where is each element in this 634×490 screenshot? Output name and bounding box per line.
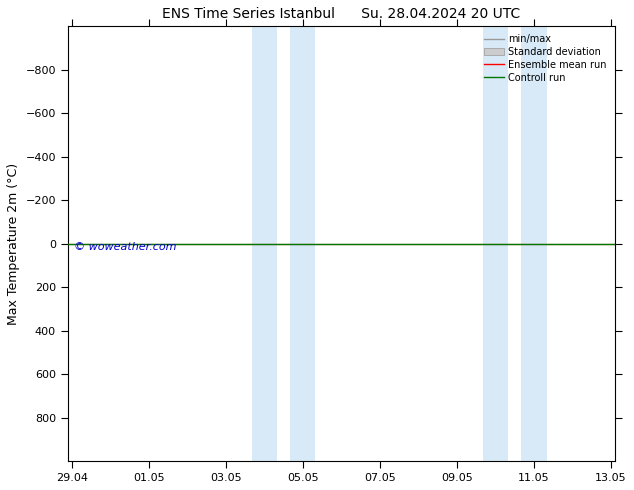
Title: ENS Time Series Istanbul      Su. 28.04.2024 20 UTC: ENS Time Series Istanbul Su. 28.04.2024 … [162,7,521,21]
Bar [521,26,547,461]
Bar [482,26,508,461]
Bar [290,26,316,461]
Text: © woweather.com: © woweather.com [74,242,176,252]
Y-axis label: Max Temperature 2m (°C): Max Temperature 2m (°C) [7,163,20,325]
Bar [252,26,277,461]
Legend: min/max, Standard deviation, Ensemble mean run, Controll run: min/max, Standard deviation, Ensemble me… [481,31,610,86]
